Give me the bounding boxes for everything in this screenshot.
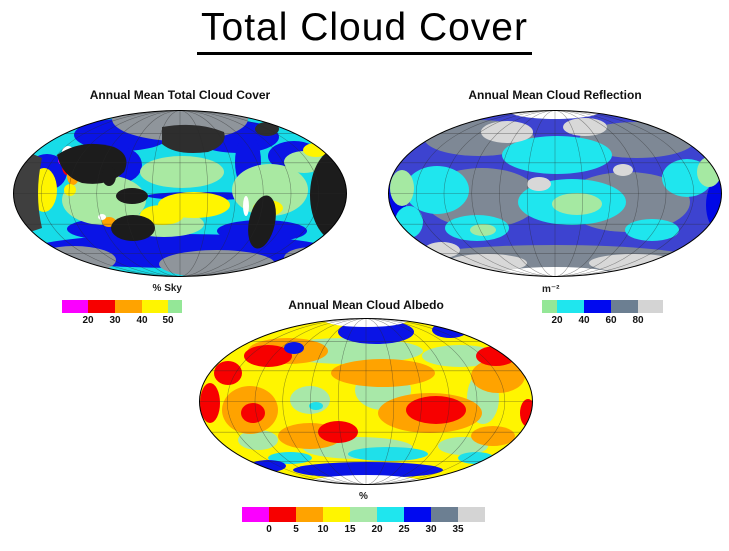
map-outline [388,110,722,277]
albedo-red-regions [200,345,533,443]
colorbar-segment [638,300,663,313]
colorbar-tick-label: 30 [425,524,437,535]
colorbar-tick-label: 5 [293,524,299,535]
colorbar-segment [350,507,377,522]
colorbar-unit-label-m2: m⁻² [542,284,560,295]
total-cloud-cover-colorbar-ticks: 20 30 40 50 [62,315,182,329]
colorbar-segment [584,300,611,313]
colorbar-unit-label-sky: % Sky [152,283,182,294]
colorbar-tick-label: 20 [82,315,94,326]
colorbar-segment [269,507,296,522]
map-outline [13,110,347,277]
colorbar-segment [115,300,142,313]
total-cloud-cover-colorbar [62,300,182,313]
cloud-reflection-map [388,110,722,277]
cloud-reflection-colorbar-ticks: 20 40 60 80 [542,315,663,329]
colorbar-tick-label: 0 [266,524,272,535]
colorbar-tick-label: 25 [398,524,410,535]
colorbar-segment [557,300,584,313]
colorbar-tick-label: 60 [605,315,617,326]
albedo-cyan-regions [268,402,494,464]
colorbar-tick-label: 80 [632,315,644,326]
colorbar-segment [611,300,638,313]
page-title: Total Cloud Cover [0,6,729,55]
panel-title-cloud-reflection: Annual Mean Cloud Reflection [468,88,642,102]
cloud-reflection-colorbar [542,300,663,313]
colorbar-segment [62,300,88,313]
colorbar-tick-label: 40 [578,315,590,326]
colorbar-tick-label: 20 [371,524,383,535]
colorbar-segment [323,507,350,522]
colorbar-segment [168,300,182,313]
colorbar-tick-label: 40 [136,315,148,326]
page-title-text: Total Cloud Cover [197,6,532,55]
panel-title-cloud-albedo: Annual Mean Cloud Albedo [288,298,444,312]
colorbar-segment [377,507,404,522]
total-cloud-cover-map [13,110,347,277]
cloud-albedo-map [199,318,533,485]
colorbar-tick-label: 15 [344,524,356,535]
colorbar-tick-label: 10 [317,524,329,535]
colorbar-segment [542,300,557,313]
colorbar-tick-label: 35 [452,524,464,535]
colorbar-segment [242,507,269,522]
colorbar-unit-label-percent: % [359,491,368,502]
colorbar-segment [404,507,431,522]
colorbar-segment [431,507,458,522]
panel-title-total-cloud-cover: Annual Mean Total Cloud Cover [89,88,271,102]
colorbar-tick-label: 30 [109,315,121,326]
colorbar-segment [296,507,323,522]
map-outline [199,318,533,485]
colorbar-segment [142,300,168,313]
colorbar-segment [458,507,485,522]
reflection-cyan-regions [395,136,712,241]
cloud-albedo-colorbar [242,507,485,522]
cloud-albedo-colorbar-ticks: 0 5 10 15 20 25 30 35 [242,524,485,538]
albedo-grey-region [480,460,516,476]
colorbar-segment [88,300,115,313]
colorbar-tick-label: 50 [162,315,174,326]
colorbar-tick-label: 20 [551,315,563,326]
